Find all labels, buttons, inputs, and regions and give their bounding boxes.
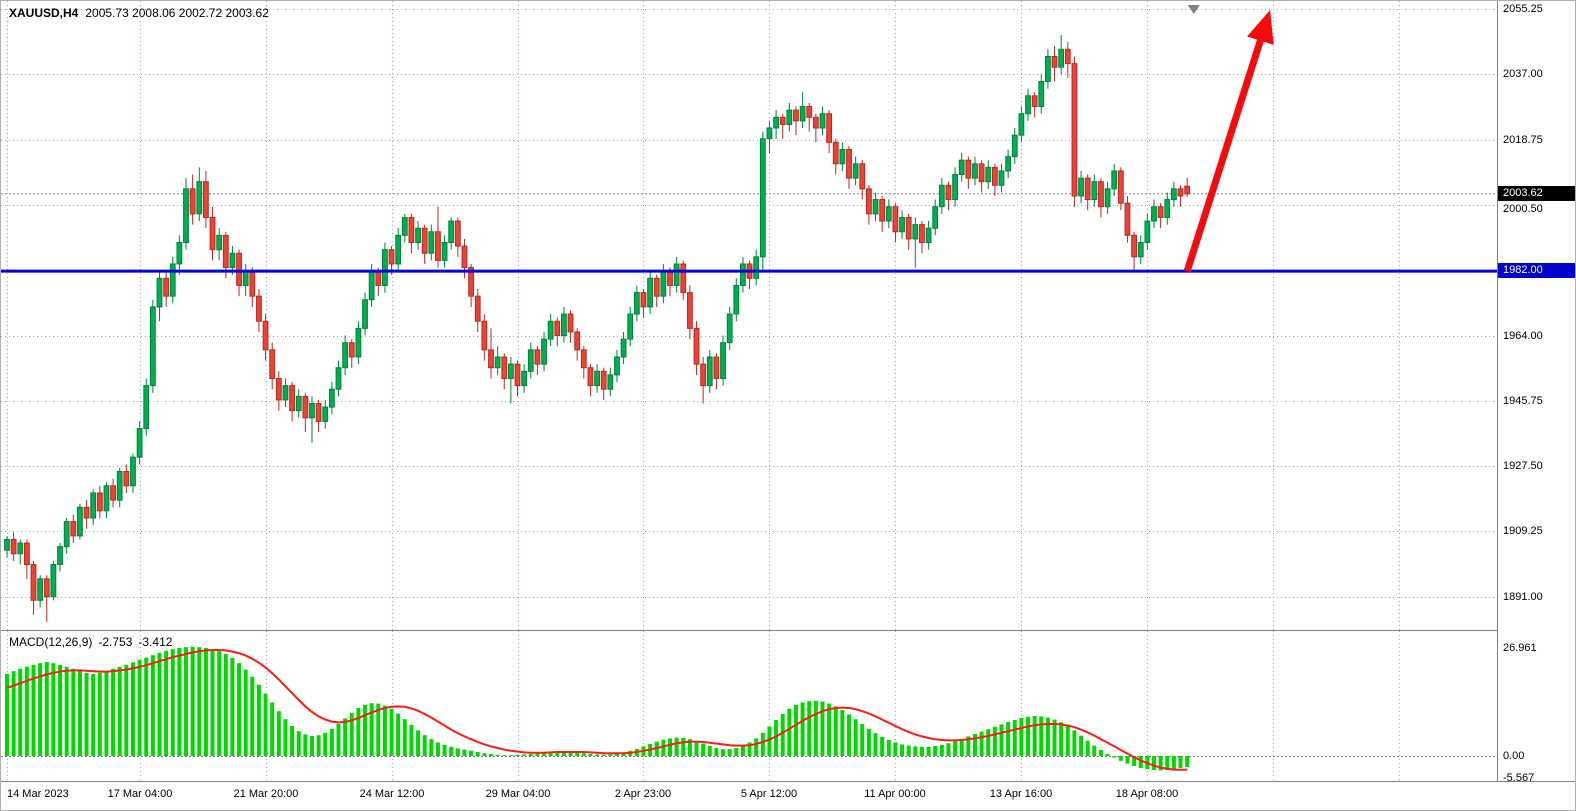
time-axis-label: 24 Mar 12:00 [359,788,425,800]
macd-histogram [5,646,1190,771]
macd-main-value: -2.753 [98,635,133,649]
macd-axis-label: -5.567 [1503,772,1535,784]
current-price-badge: 2003.62 [1498,186,1575,201]
time-axis-label: 13 Apr 16:00 [989,788,1053,800]
macd-signal-value: -3.412 [138,635,173,649]
time-axis-label: 21 Mar 20:00 [233,788,299,800]
time-axis-label: 2 Apr 23:00 [614,788,672,800]
candlestick-series [4,34,1191,622]
macd-canvas[interactable] [1,631,1497,781]
macd-signal-line [6,649,1188,771]
macd-axis-label: 26.961 [1503,642,1537,654]
price-axis-label: 2018.75 [1503,134,1543,146]
price-chart-canvas[interactable] [1,1,1497,631]
time-axis-label: 11 Apr 00:00 [864,788,926,800]
price-axis-label: 1891.00 [1503,591,1543,603]
ohlc-readout: 2005.73 2008.06 2002.72 2003.62 [85,6,269,20]
symbol-timeframe-label: XAUUSD,H4 [9,6,79,20]
time-axis[interactable]: 14 Mar 2023 17 Mar 04:00 21 Mar 20:00 24 Ma… [1,782,1575,810]
trend-arrow-annotation[interactable] [1183,10,1274,273]
chart-shift-marker-icon[interactable] [1187,5,1200,14]
main-grid [1,1,1497,631]
price-axis-label: 1927.50 [1503,460,1543,472]
macd-indicator-label: MACD(12,26,9) -2.753 -3.412 [9,635,172,649]
panel-separator[interactable] [1,630,1575,631]
price-axis-label: 1964.00 [1503,330,1543,342]
annotations-layer [1,5,1497,273]
price-axis-label: 2055.25 [1503,3,1543,15]
time-axis-label: 14 Mar 2023 [7,788,69,800]
time-axis-label: 18 Apr 08:00 [1115,788,1179,800]
hline-price-badge: 1982.00 [1498,263,1575,278]
price-axis-label: 1945.75 [1503,395,1543,407]
panel-separator[interactable] [1,781,1575,782]
macd-axis-label: 0.00 [1503,750,1525,762]
time-axis-label: 29 Mar 04:00 [485,788,551,800]
macd-name-label: MACD(12,26,9) [9,635,93,649]
price-axis-label: 1909.25 [1503,525,1543,537]
time-axis-label: 5 Apr 12:00 [740,788,798,800]
price-axis-label: 2000.50 [1503,203,1543,215]
time-axis-label: 17 Mar 04:00 [107,788,173,800]
price-axis[interactable]: 2055.25 2037.00 2018.75 2000.50 1964.00 1945.… [1497,1,1575,784]
chart-title: XAUUSD,H4 2005.73 2008.06 2002.72 2003.62 [9,6,269,20]
price-axis-label: 2037.00 [1503,68,1543,80]
